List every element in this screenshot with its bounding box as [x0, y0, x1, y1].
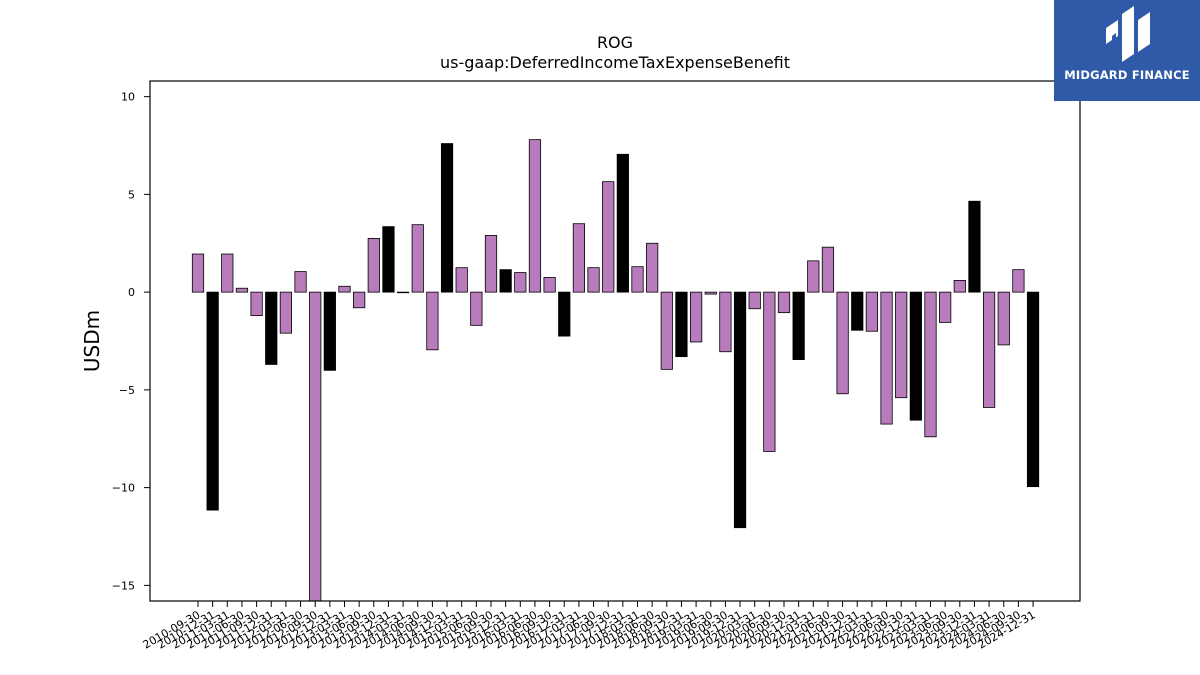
bar-2023-09-30: [953, 279, 966, 293]
bar-2021-06-30: [821, 246, 835, 293]
bar-2017-09-30: [602, 181, 615, 293]
bar-2023-12-31: [968, 200, 981, 293]
y-axis-label: USDm: [80, 310, 104, 372]
bar-2014-09-30: [426, 291, 439, 351]
bar-2014-06-30: [411, 224, 424, 293]
bar-2022-09-30: [895, 291, 908, 399]
bar-2013-06-30: [353, 291, 366, 309]
bar-2023-06-30: [939, 291, 952, 323]
bar-2016-03-31: [514, 272, 527, 293]
bar-2022-12-31: [909, 291, 922, 421]
bar-2012-06-30: [294, 271, 307, 293]
bar-2019-12-31: [733, 291, 747, 529]
bar-2024-09-30: [1012, 269, 1025, 293]
bar-2022-03-31: [865, 291, 879, 332]
bar-2023-03-31: [924, 291, 937, 438]
bar-2011-03-31: [221, 253, 234, 293]
brand-logo: MIDGARD FINANCE: [1054, 0, 1200, 101]
bar-2010-09-30: [191, 253, 205, 293]
bar-2017-06-30: [587, 267, 600, 293]
bar-2020-06-30: [763, 291, 776, 452]
bar-2017-12-31: [616, 153, 629, 293]
bar-2017-03-31: [572, 223, 586, 293]
bar-2016-06-30: [528, 139, 542, 293]
y-tick-label: −5: [119, 384, 135, 397]
bar-2011-06-30: [235, 287, 249, 293]
bar-2018-03-31: [631, 266, 644, 293]
plot-frame: [149, 80, 1081, 602]
bar-2024-06-30: [997, 291, 1010, 346]
bar-2011-09-30: [250, 291, 263, 316]
y-tick-label: −15: [112, 579, 135, 592]
y-tick-label: 0: [128, 286, 135, 299]
bar-2016-12-31: [558, 291, 571, 337]
bar-2022-06-30: [880, 291, 893, 425]
bar-2020-03-31: [748, 291, 761, 310]
bar-2011-12-31: [265, 291, 278, 365]
bar-2013-09-30: [367, 237, 380, 293]
bar-2021-03-31: [807, 260, 820, 293]
bar-series: [191, 139, 1040, 602]
midgard-logo-icon: [1106, 6, 1150, 62]
bar-2015-06-30: [470, 291, 483, 326]
bar-2010-12-31: [206, 291, 219, 511]
bar-2020-12-31: [792, 291, 805, 360]
bar-2018-06-30: [646, 242, 659, 293]
bar-2021-09-30: [836, 291, 849, 395]
bar-2018-12-31: [675, 291, 688, 358]
bar-2015-12-31: [499, 269, 512, 293]
bar-2019-03-31: [690, 291, 703, 343]
bar-2012-09-30: [309, 291, 322, 602]
x-axis-ticks: 2010-09-302010-12-312011-03-312011-06-30…: [141, 601, 1038, 652]
bar-2019-06-30: [704, 291, 717, 295]
bar-2016-09-30: [543, 277, 556, 293]
bar-2020-09-30: [777, 291, 791, 314]
bar-2018-09-30: [660, 291, 673, 370]
bar-2024-03-31: [983, 291, 996, 408]
bar-2014-03-31: [396, 291, 410, 294]
bar-2013-03-31: [338, 285, 351, 293]
bar-2024-12-31: [1026, 291, 1040, 488]
chart-title: ROG: [597, 33, 633, 52]
bar-2014-12-31: [440, 143, 454, 293]
y-tick-label: −10: [112, 482, 135, 495]
bar-2012-12-31: [323, 291, 336, 371]
bar-2013-12-31: [382, 226, 395, 293]
y-tick-label: 10: [121, 91, 135, 104]
y-tick-label: 5: [128, 188, 135, 201]
chart-subtitle: us-gaap:DeferredIncomeTaxExpenseBenefit: [440, 53, 790, 72]
brand-name: MIDGARD FINANCE: [1064, 68, 1190, 82]
y-axis-ticks: 10 5 0 −5 −10 −15: [112, 91, 150, 592]
bar-2019-09-30: [719, 291, 732, 353]
bar-2015-09-30: [484, 235, 498, 293]
bar-2021-12-31: [851, 291, 864, 331]
bar-2015-03-31: [455, 267, 468, 293]
bar-2012-03-31: [279, 291, 293, 334]
